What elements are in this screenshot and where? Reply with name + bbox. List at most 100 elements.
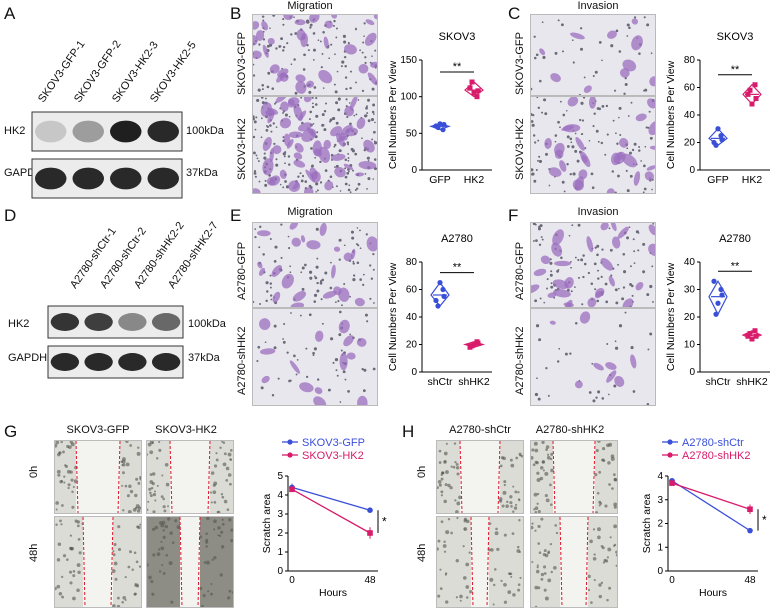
cell — [298, 110, 307, 121]
pore-dot — [373, 158, 377, 161]
cell-dot — [441, 471, 445, 475]
cell-dot — [129, 489, 134, 494]
cell-dot — [439, 587, 443, 590]
cell-dot — [444, 600, 449, 604]
pore-dot — [312, 58, 315, 61]
legend-label: SKOV3-GFP — [302, 437, 365, 449]
cell-dot — [533, 508, 536, 511]
cell — [575, 137, 585, 151]
pore-dot — [535, 324, 540, 328]
cell-dot — [69, 547, 74, 551]
row-label: 0h — [28, 465, 40, 478]
pore-dot — [332, 116, 336, 121]
cell-dot — [154, 525, 159, 530]
pore-dot — [313, 300, 317, 303]
pore-dot — [571, 224, 574, 227]
cell — [631, 35, 643, 51]
cell-dot — [221, 495, 225, 499]
cell-dot — [211, 558, 214, 562]
pore-dot — [366, 320, 369, 323]
cell-dot — [511, 532, 515, 536]
pore-dot — [369, 61, 372, 64]
pore-dot — [321, 53, 324, 55]
cell-dot — [538, 551, 542, 554]
pore-dot — [301, 174, 305, 178]
pore-dot — [532, 134, 536, 137]
blot-size-label: 100kDa — [186, 125, 224, 137]
pore-dot — [260, 97, 264, 99]
cell-dot — [134, 592, 137, 596]
pore-dot — [350, 147, 354, 151]
pore-dot — [558, 347, 561, 350]
pore-dot — [652, 300, 654, 303]
cell-dot — [215, 458, 219, 462]
y-tick-label: 0 — [411, 367, 417, 378]
pore-dot — [329, 118, 333, 122]
cell — [314, 387, 323, 395]
cell-dot — [129, 444, 133, 447]
pore-dot — [628, 226, 631, 229]
pore-dot — [373, 140, 376, 143]
cell — [258, 267, 266, 276]
cell-dot — [167, 517, 171, 521]
chart-e: A2780 0 20 40 60 80 Cell Numbers Per View shCtr… — [387, 233, 492, 388]
cell-dot — [550, 452, 554, 456]
data-point — [715, 300, 721, 306]
pore-dot — [337, 299, 340, 303]
violin — [430, 281, 450, 307]
cell-dot — [124, 576, 127, 579]
pore-dot — [356, 261, 360, 265]
pore-dot — [322, 87, 325, 89]
pore-dot — [352, 260, 355, 263]
cell-dot — [176, 525, 181, 529]
pore-dot — [359, 229, 361, 232]
y-tick-label: 3 — [277, 509, 283, 520]
y-tick-label: 0 — [689, 367, 695, 378]
cell-dot — [595, 448, 599, 453]
pore-dot — [313, 347, 317, 351]
pore-dot — [621, 297, 625, 301]
pore-dot — [312, 354, 315, 356]
cell — [363, 139, 375, 153]
pore-dot — [353, 114, 356, 117]
micrograph — [530, 308, 656, 406]
pore-dot — [352, 262, 355, 265]
cell-dot — [113, 542, 117, 547]
cell — [553, 289, 571, 298]
pore-dot — [321, 113, 325, 117]
pore-dot — [280, 223, 283, 226]
scratch-edge — [459, 441, 463, 513]
cell-dot — [545, 498, 550, 503]
pore-dot — [253, 172, 257, 175]
pore-dot — [303, 53, 306, 57]
cell — [255, 30, 265, 42]
cell — [630, 354, 637, 369]
x-tick-label: GFP — [707, 174, 729, 186]
y-tick-label: 20 — [406, 340, 418, 351]
pore-dot — [261, 88, 264, 91]
micrograph — [252, 222, 378, 308]
micrograph-bg — [253, 223, 377, 307]
pore-dot — [283, 322, 286, 326]
series-line — [291, 488, 371, 534]
pore-dot — [614, 346, 619, 350]
cell — [292, 291, 307, 302]
chart-title: SKOV3 — [439, 31, 476, 43]
cell — [306, 240, 321, 250]
scratch-gap — [560, 517, 588, 607]
cell — [574, 380, 583, 389]
cell — [614, 375, 625, 387]
cell-dot — [611, 487, 614, 490]
data-point — [715, 126, 721, 132]
pore-dot — [535, 239, 538, 242]
pore-dot — [275, 163, 279, 167]
cell — [608, 275, 615, 287]
pore-dot — [361, 51, 364, 54]
cell-dot — [502, 456, 506, 461]
cell-dot — [113, 561, 118, 566]
pore-dot — [347, 170, 350, 173]
pore-dot — [371, 110, 375, 114]
cell — [343, 163, 354, 171]
pore-dot — [253, 115, 255, 118]
pore-dot — [595, 129, 599, 133]
